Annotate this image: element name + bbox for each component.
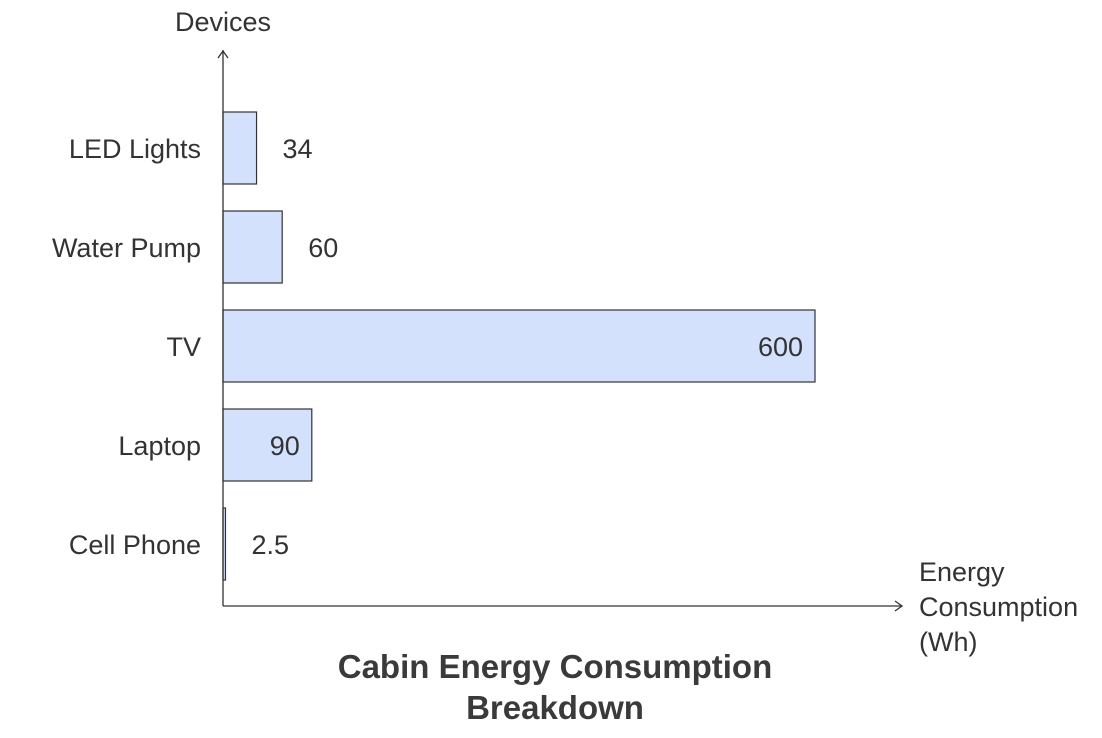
x-axis-label-line-3: (Wh) [919, 627, 977, 657]
category-label-tv: TV [166, 332, 201, 362]
bar-laptop [222, 408, 313, 482]
x-axis-label: Energy Consumption (Wh) [919, 557, 1086, 657]
category-labels-layer: LED Lights Water Pump TV Laptop Cell Phone [52, 134, 201, 560]
bars-layer [222, 111, 816, 581]
chart-title-line-1: Cabin Energy Consumption [337, 648, 773, 685]
chart-title: Cabin Energy Consumption Breakdown [300, 646, 810, 728]
value-labels-layer: 34 60 600 90 2.5 [251, 134, 803, 560]
bar-tv [222, 309, 816, 383]
y-axis-arrow-icon [217, 49, 229, 59]
value-label-tv: 600 [758, 332, 803, 362]
y-axis-label: Devices [175, 7, 271, 37]
value-label-led-lights: 34 [283, 134, 313, 164]
category-label-led-lights: LED Lights [69, 134, 201, 164]
bar-led-lights [222, 111, 258, 185]
category-label-water-pump: Water Pump [52, 233, 201, 263]
x-axis-label-line-1: Energy [919, 557, 1005, 587]
bar-water-pump [222, 210, 283, 284]
x-axis-arrow-icon [894, 600, 904, 612]
category-label-laptop: Laptop [118, 431, 201, 461]
value-label-cell-phone: 2.5 [251, 530, 289, 560]
x-axis-label-line-2: Consumption [919, 592, 1078, 622]
value-label-laptop: 90 [270, 431, 300, 461]
value-label-water-pump: 60 [308, 233, 338, 263]
category-label-cell-phone: Cell Phone [69, 530, 201, 560]
chart-title-line-2: Breakdown [466, 689, 644, 726]
